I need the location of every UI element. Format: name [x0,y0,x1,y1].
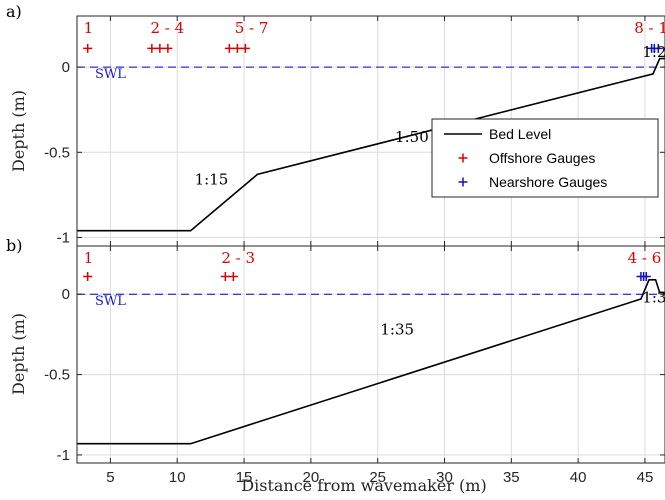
y-axis-label: Depth (m) [9,90,28,172]
nearshore-gauge-marker [641,272,651,282]
offshore-gauge-marker [147,43,157,53]
panel-label: b) [6,236,22,255]
slope-label: 1:35 [380,320,414,338]
y-tick-label: 0 [62,286,70,303]
panel-label: a) [6,2,22,21]
offshore-gauge-marker [163,43,173,53]
gauge-label: 2 - 4 [151,19,185,37]
gauge-label: 5 - 7 [235,19,269,37]
offshore-gauge-marker [155,43,165,53]
gauge-label: 2 - 3 [221,249,255,267]
x-tick-label: 15 [236,469,253,486]
offshore-gauge-marker [240,43,250,53]
legend-entry-label: Nearshore Gauges [489,174,607,190]
y-tick-label: -0.5 [44,367,70,384]
slope-label: 1:3 [642,288,665,306]
panel-a: SWL 1 2 - 4 5 - 7 8 - 10 1:15 1:50 1:2 -1 -0.5 0 De… [6,2,665,247]
slope-label: 1:50 [395,128,429,146]
offshore-gauge-marker [224,43,234,53]
nearshore-gauge-marker [653,43,663,53]
offshore-gauge-marker [228,272,238,282]
gauge-label: 4 - 6 [628,249,662,267]
gauge-label: 8 - 10 [634,19,665,37]
offshore-gauge-marker [232,43,242,53]
y-tick-label: -1 [57,229,70,246]
x-tick-label: 25 [369,469,386,486]
swl-label: SWL [95,67,126,82]
legend-entry-label: Offshore Gauges [489,150,595,166]
swl-label: SWL [95,294,126,309]
x-axis-label: Distance from wavemaker (m) [241,476,486,495]
gauge-label: 1 [84,19,94,37]
slope-label: 1:15 [195,171,229,189]
gauge-label: 1 [84,249,94,267]
legend-entry-label: Bed Level [489,126,551,142]
y-tick-label: -1 [57,447,70,464]
slope-label: 1:2 [642,43,665,61]
x-tick-label: 40 [570,469,587,486]
offshore-gauge-marker [220,272,230,282]
legend: Bed Level Offshore Gauges Nearshore Gauges [431,118,659,198]
x-tick-label: 35 [503,469,520,486]
legend-plus-swatch [458,153,468,163]
x-tick-label: 45 [637,469,654,486]
axes-frame [76,245,665,464]
y-tick-label: -0.5 [44,144,70,161]
legend-plus-swatch [458,177,468,187]
y-tick-label: 0 [62,59,70,76]
bed-level-line [77,278,665,445]
offshore-gauge-marker [83,43,93,53]
x-tick-label: 5 [106,469,114,486]
offshore-gauge-marker [83,272,93,282]
y-axis-label: Depth (m) [9,313,28,395]
x-tick-label: 30 [436,469,453,486]
x-tick-label: 10 [169,469,186,486]
x-tick-label: 20 [303,469,320,486]
legend-box [431,118,659,198]
